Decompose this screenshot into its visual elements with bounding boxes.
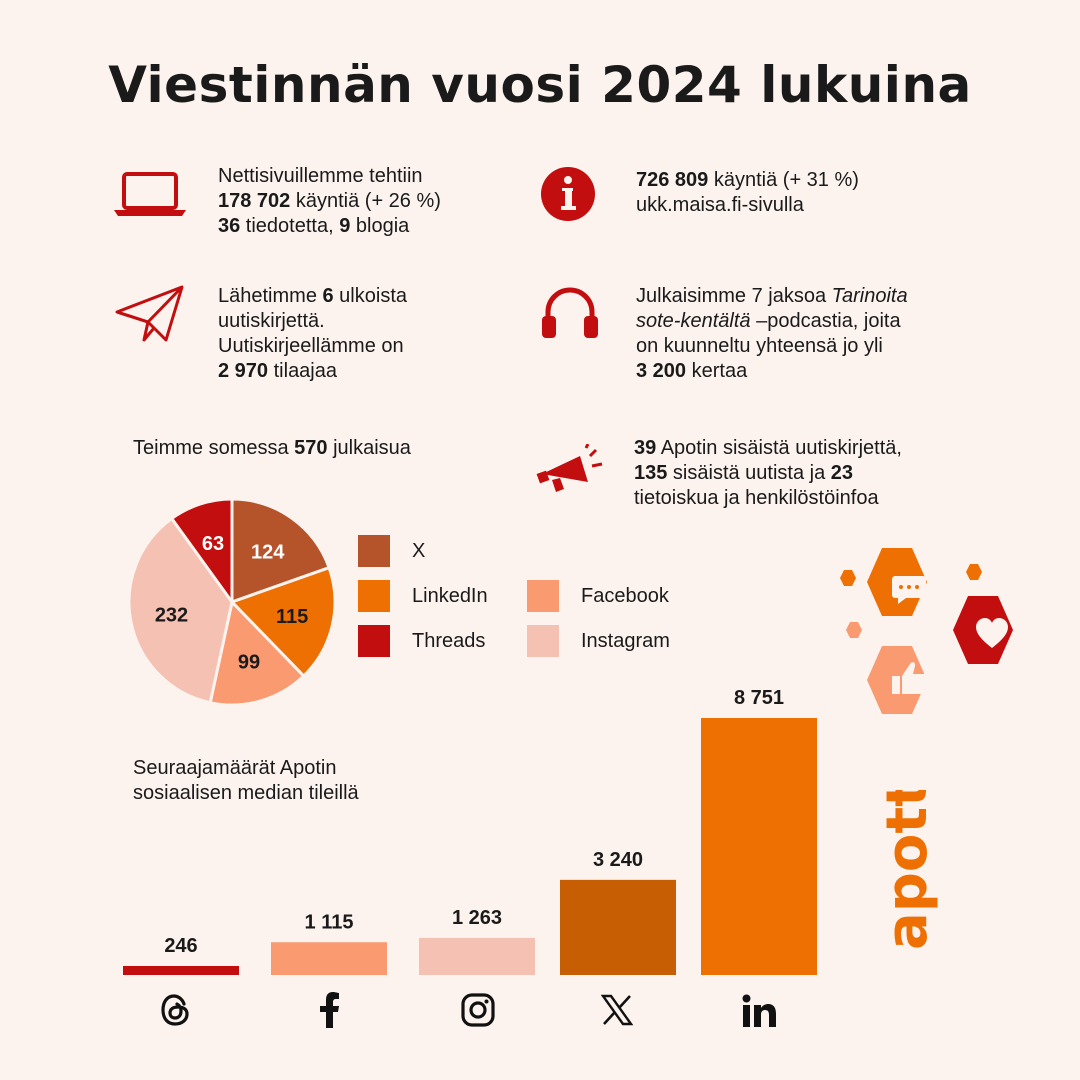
threads-icon: [161, 994, 189, 1026]
thumbs-up-icon: [892, 662, 928, 694]
followers-title: Seuraajamäärät Apotin sosiaalisen median…: [133, 756, 359, 806]
legend-label-instagram: Instagram: [581, 629, 670, 652]
pie-label-threads: 63: [202, 533, 224, 555]
facebook-icon: [320, 992, 339, 1028]
bar-threads: [123, 966, 239, 975]
legend-swatch-linkedin: [358, 580, 390, 612]
pie-slice-x: [230, 497, 332, 605]
info-line-1: 726 809 käyntiä (+ 31 %): [636, 169, 859, 191]
bar-label-linkedin: 8 751: [734, 687, 784, 709]
internal-line-3: tietoiskua ja henkilöstöinfoa: [634, 487, 879, 509]
podcast-line-1: Julkaisimme 7 jaksoa Tarinoita: [636, 285, 908, 307]
pie-label-instagram: 232: [155, 605, 188, 627]
podcast-line-4: 3 200 kertaa: [636, 360, 748, 382]
info-icon: [541, 167, 595, 221]
social-hexagons: [840, 548, 1013, 714]
bar-label-facebook: 1 115: [305, 911, 354, 933]
followers-title-line-1: Seuraajamäärät Apotin: [133, 757, 337, 779]
legend-swatch-instagram: [527, 625, 559, 657]
bar-label-threads: 246: [164, 935, 197, 957]
apotti-logo-text: apotti: [875, 790, 940, 950]
legend-label-facebook: Facebook: [581, 584, 669, 607]
legend-threads: Threads: [358, 625, 485, 657]
info-line-2: ukk.maisa.fi-sivulla: [636, 194, 804, 216]
legend-label-x: X: [412, 539, 426, 562]
legend-linkedin: LinkedIn: [358, 580, 488, 612]
pie-intro: Teimme somessa 570 julkaisua: [133, 437, 411, 459]
newsletter-line-2: uutiskirjettä.: [218, 310, 325, 332]
web-stats: Nettisivuillemme tehtiin 178 702 käyntiä…: [218, 164, 441, 239]
newsletter-line-3: Uutiskirjeellämme on: [218, 335, 404, 357]
page-title: Viestinnän vuosi 2024 lukuina: [108, 56, 972, 114]
newsletter-line-1: Lähetimme 6 ulkoista: [218, 285, 407, 307]
headphones-icon: [542, 287, 598, 338]
internal-line-2: 135 sisäistä uutista ja 23: [634, 462, 854, 484]
pie-slice-linkedin: [229, 565, 337, 679]
internal-stats: 39 Apotin sisäistä uutiskirjettä, 135 si…: [634, 436, 902, 511]
internal-line-1: 39 Apotin sisäistä uutiskirjettä,: [634, 437, 902, 459]
pie-label-x: 124: [251, 542, 285, 564]
chat-icon: [892, 576, 926, 604]
legend-swatch-facebook: [527, 580, 559, 612]
podcast-line-2: sote-kentältä –podcastia, joita: [636, 310, 901, 332]
pie-label-linkedin: 115: [276, 606, 308, 628]
apotti-logo: apotti: [875, 790, 940, 950]
linkedin-icon: [742, 994, 776, 1027]
pie-slice-instagram: [127, 516, 234, 705]
pie-slice-threads: [169, 497, 234, 607]
bar-label-instagram: 1 263: [452, 907, 502, 929]
bar-x: [560, 879, 676, 975]
podcast-line-3: on kuunneltu yhteensä jo yli: [636, 335, 883, 357]
bar-label-x: 3 240: [593, 849, 643, 871]
legend-label-threads: Threads: [412, 629, 486, 652]
instagram-icon: [461, 993, 495, 1027]
megaphone-icon: [536, 444, 603, 492]
newsletter-stats: Lähetimme 6 ulkoista uutiskirjettä. Uuti…: [218, 284, 407, 384]
pie-chart: 124 115 99 232 63: [127, 497, 337, 707]
newsletter-line-4: 2 970 tilaajaa: [218, 360, 337, 382]
legend-x: X: [358, 535, 425, 567]
x-icon: [601, 994, 633, 1026]
podcast-stats: Julkaisimme 7 jaksoa Tarinoita sote-kent…: [636, 284, 908, 384]
info-stats: 726 809 käyntiä (+ 31 %) ukk.maisa.fi-si…: [636, 168, 859, 218]
laptop-icon: [114, 172, 186, 216]
bar-instagram: [419, 937, 535, 975]
pie-slice-facebook: [208, 598, 306, 707]
pie-label-facebook: 99: [238, 651, 260, 673]
paper-plane-icon: [115, 285, 184, 342]
legend-facebook: Facebook: [527, 580, 669, 612]
web-line-3: 36 tiedotetta, 9 blogia: [218, 215, 410, 237]
web-line-2: 178 702 käyntiä (+ 26 %): [218, 190, 441, 212]
legend-swatch-threads: [358, 625, 390, 657]
bar-facebook: [271, 942, 387, 975]
legend-swatch-x: [358, 535, 390, 567]
followers-title-line-2: sosiaalisen median tileillä: [133, 782, 359, 804]
legend-instagram: Instagram: [527, 625, 670, 657]
heart-icon: [976, 618, 1008, 648]
bar-linkedin: [701, 718, 817, 975]
legend-label-linkedin: LinkedIn: [412, 584, 488, 607]
web-line-1: Nettisivuillemme tehtiin: [218, 165, 423, 187]
followers-bar-chart: 246 1 115 1 263 3 240 8 751: [123, 687, 817, 975]
